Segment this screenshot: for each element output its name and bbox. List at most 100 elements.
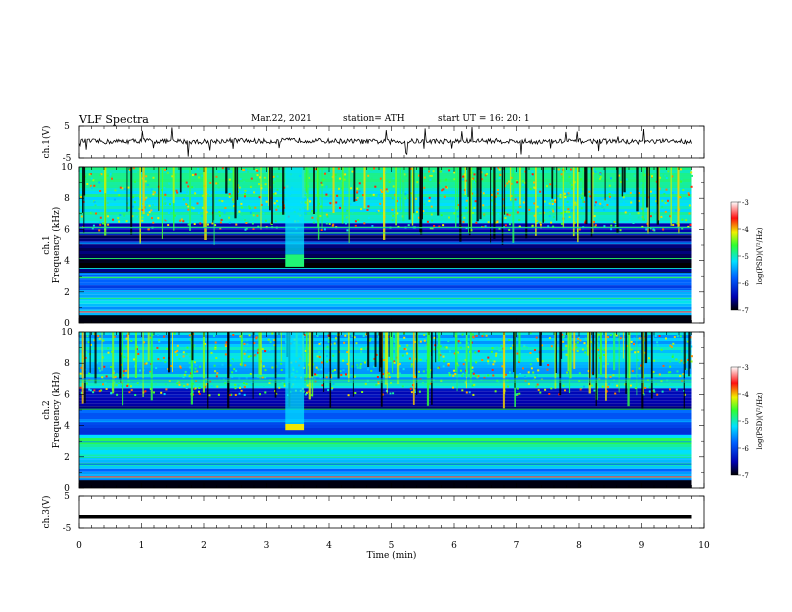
- sferic-streak: [562, 167, 565, 229]
- spectrogram-row: [79, 447, 692, 450]
- spectrogram-speckle: [366, 209, 369, 211]
- spectrogram-speckle: [152, 221, 155, 224]
- spectrogram-speckle: [335, 337, 337, 340]
- spectrogram-speckle: [174, 351, 177, 354]
- spectrogram-speckle: [213, 364, 216, 367]
- burst-core: [285, 424, 305, 431]
- spectrogram-speckle: [350, 375, 353, 378]
- y-tick-label: -5: [63, 154, 72, 164]
- spectrogram-speckle: [563, 192, 566, 195]
- spectrogram-speckle: [344, 334, 347, 337]
- spectrogram-speckle: [238, 210, 241, 213]
- spectrogram-row: [79, 251, 692, 254]
- spectrogram-speckle: [474, 193, 477, 196]
- spectrogram-speckle: [319, 190, 322, 193]
- spectrogram-speckle: [228, 216, 231, 219]
- spectrogram-speckle: [406, 352, 409, 355]
- spectrogram-speckle: [401, 354, 404, 357]
- spectrogram-speckle: [490, 193, 493, 196]
- spectrogram-speckle: [462, 220, 465, 223]
- spectrogram-speckle: [228, 221, 231, 224]
- spectrogram-speckle: [118, 382, 121, 385]
- spectrogram-speckle: [578, 228, 581, 231]
- sferic-streak: [232, 167, 235, 203]
- spectrogram-speckle: [653, 359, 656, 362]
- spectrogram-speckle: [359, 365, 362, 368]
- spectrogram-speckle: [257, 351, 260, 354]
- sferic-streak: [435, 332, 437, 363]
- spectrogram-speckle: [258, 183, 260, 186]
- spectrogram-speckle: [496, 346, 498, 349]
- spectrogram-speckle: [463, 374, 466, 377]
- sferic-streak: [595, 332, 597, 406]
- sferic-streak: [646, 167, 649, 208]
- spectrogram-speckle: [376, 376, 379, 378]
- spectrogram-speckle: [484, 174, 487, 177]
- sferic-streak: [590, 167, 593, 237]
- sferic-streak: [479, 167, 482, 220]
- spectrogram-speckle: [245, 222, 248, 224]
- spectrogram-speckle: [91, 186, 93, 189]
- spectrogram-speckle: [264, 369, 267, 372]
- spectrogram-speckle: [477, 350, 480, 353]
- spectrogram-speckle: [429, 175, 432, 178]
- sferic-streak: [556, 167, 558, 221]
- spectrogram-speckle: [445, 178, 448, 181]
- spectrogram-speckle: [90, 177, 93, 180]
- spectrogram-speckle: [389, 392, 392, 395]
- spectrogram-speckle: [636, 375, 639, 377]
- spectrogram-speckle: [311, 216, 314, 219]
- spectrogram-speckle: [326, 215, 329, 218]
- spectrogram-speckle: [347, 394, 350, 397]
- spectrogram-speckle: [157, 358, 160, 361]
- spectrogram-speckle: [443, 360, 446, 363]
- spectrogram-row: [79, 438, 692, 441]
- spectrogram-speckle: [461, 375, 464, 377]
- spectrogram-speckle: [489, 359, 492, 362]
- spectrogram-speckle: [546, 185, 548, 188]
- spectrogram-speckle: [539, 223, 542, 226]
- spectrogram-speckle: [579, 388, 582, 391]
- spectrogram-speckle: [680, 180, 682, 183]
- spectrogram-speckle: [671, 191, 674, 194]
- spectrogram-speckle: [638, 192, 640, 195]
- spectrogram-speckle: [442, 224, 445, 227]
- spectrogram-speckle: [283, 384, 286, 387]
- spectrogram-speckle: [688, 204, 691, 207]
- sferic-streak: [179, 167, 182, 193]
- spectrogram-speckle: [441, 191, 444, 194]
- spectrogram-speckle: [100, 173, 103, 176]
- spectrogram-speckle: [665, 177, 668, 180]
- date-label: Mar.22, 2021: [251, 114, 312, 124]
- sferic-streak: [259, 332, 262, 375]
- spectrogram-speckle: [473, 383, 476, 386]
- colorbar-tick-label: -6: [742, 445, 749, 453]
- spectrogram-speckle: [212, 384, 215, 387]
- spectrogram-speckle: [98, 337, 101, 340]
- colorbar-tick-label: -7: [742, 472, 749, 480]
- spectrogram-row: [79, 279, 692, 283]
- spectrogram-speckle: [356, 187, 359, 190]
- spectrogram-speckle: [472, 171, 474, 174]
- spectrogram-speckle: [449, 350, 451, 353]
- spectrogram-speckle: [141, 216, 144, 219]
- spectrogram-speckle: [89, 389, 92, 392]
- spectrogram-speckle: [652, 228, 655, 231]
- spectrogram-speckle: [385, 188, 388, 191]
- sferic-streak: [582, 167, 584, 203]
- spectrogram-speckle: [508, 180, 510, 183]
- spectrogram-speckle: [109, 173, 112, 175]
- spectrogram-speckle: [498, 227, 501, 230]
- spectrogram-speckle: [131, 215, 134, 218]
- spectrogram-speckle: [311, 209, 314, 212]
- spectrogram-speckle: [331, 387, 334, 390]
- spectrogram-speckle: [309, 200, 312, 203]
- spectrogram-speckle: [405, 175, 408, 178]
- spectrogram-speckle: [457, 364, 460, 367]
- spectrogram-speckle: [656, 341, 659, 344]
- sferic-streak: [584, 167, 587, 197]
- spectrogram-speckle: [134, 394, 137, 396]
- spectrogram-speckle: [102, 339, 105, 342]
- spectrogram-speckle: [670, 345, 673, 348]
- spectrogram-speckle: [332, 354, 335, 357]
